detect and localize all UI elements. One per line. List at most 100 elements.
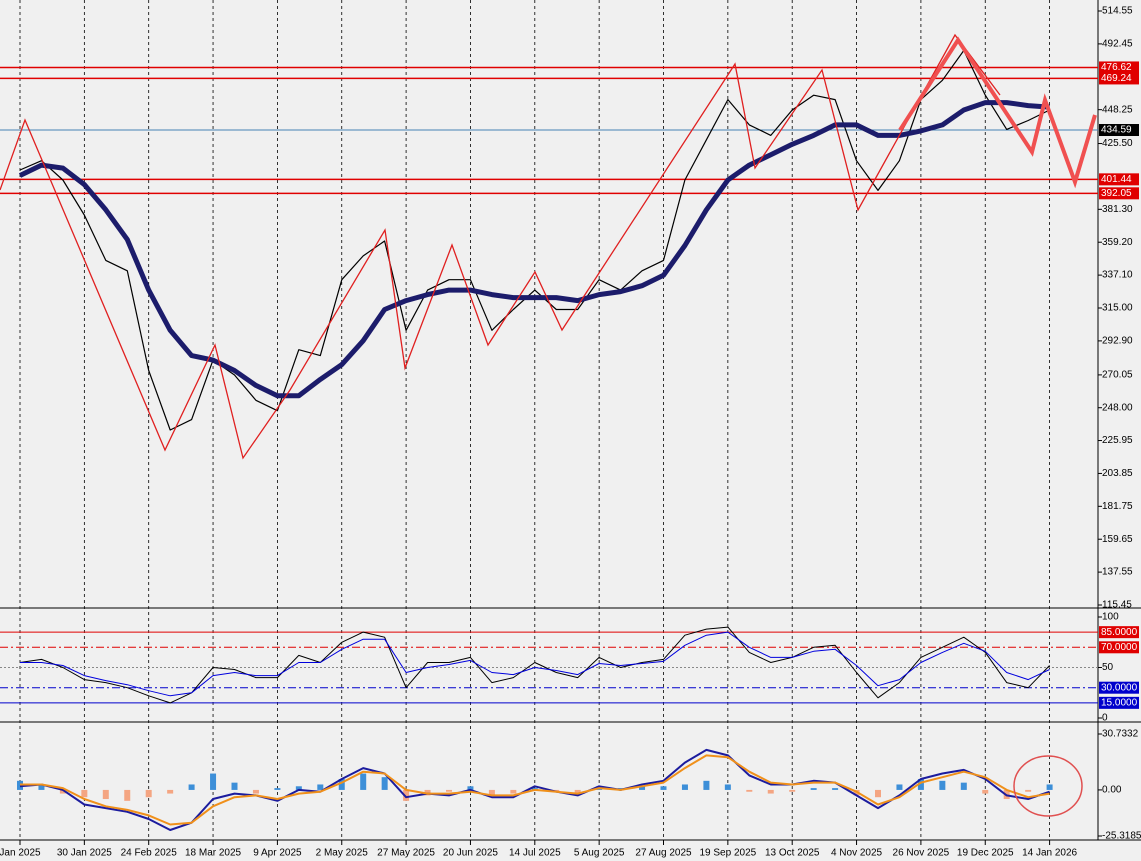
histogram-bar [639, 786, 646, 790]
level-label-box [1099, 72, 1139, 85]
x-tick-label: 13 Oct 2025 [765, 848, 820, 859]
arrow-path [898, 36, 1097, 189]
level-label-box [1099, 173, 1139, 186]
x-tick-label: Jan 2025 [0, 848, 41, 859]
y-tick-label: 359.20 [1102, 237, 1133, 248]
histogram-bar [145, 789, 152, 798]
histogram-bar [724, 784, 731, 790]
y-tick-label: 492.45 [1102, 39, 1133, 50]
histogram-bar [467, 786, 474, 790]
y-tick-label: 225.95 [1102, 435, 1133, 446]
histogram-bar [81, 789, 88, 798]
histogram-bar [982, 789, 989, 794]
y-tick-label: 514.55 [1102, 6, 1133, 17]
y-tick-label: 0 [1102, 713, 1108, 724]
y-tick-label: 270.05 [1102, 370, 1133, 381]
histogram-bar [274, 788, 281, 790]
level-label: 401.44 [1101, 174, 1132, 185]
level-label-box [1099, 641, 1139, 654]
y-tick-label: 203.85 [1102, 468, 1133, 479]
histogram-bar [810, 788, 817, 790]
x-tick-label: 30 Jan 2025 [57, 848, 112, 859]
highlight-circle [1013, 755, 1083, 817]
level-label-box [1099, 124, 1139, 137]
histogram-bar [338, 779, 345, 790]
y-tick-label: 50 [1102, 662, 1114, 673]
x-tick-label: 19 Dec 2025 [957, 848, 1014, 859]
histogram-bar [446, 789, 452, 792]
level-label-box [1099, 187, 1139, 200]
y-tick-label: 248.00 [1102, 402, 1133, 413]
histogram-bar [295, 786, 302, 790]
x-tick-label: 26 Nov 2025 [893, 848, 950, 859]
histogram-bar [896, 784, 903, 790]
y-tick-label: 381.30 [1102, 204, 1133, 215]
y-tick-label: 315.00 [1102, 303, 1133, 314]
histogram-bar [124, 789, 131, 801]
histogram-bar [681, 784, 688, 790]
x-tick-label: 5 Aug 2025 [574, 848, 625, 859]
level-label: 392.05 [1101, 188, 1132, 199]
level-label: 85.0000 [1101, 627, 1138, 638]
histogram-bar [703, 780, 710, 790]
histogram-bar [767, 789, 774, 794]
x-tick-label: 9 Apr 2025 [253, 848, 302, 859]
x-tick-label: 14 Jul 2025 [509, 848, 561, 859]
annotations [0, 33, 1097, 817]
histogram-bar [789, 789, 796, 792]
level-label-box [1099, 61, 1139, 74]
series-line [20, 754, 1050, 826]
histogram-bar [939, 780, 946, 790]
level-label: 434.59 [1101, 125, 1132, 136]
y-tick-label: 337.10 [1102, 270, 1133, 281]
y-tick-label: 159.65 [1102, 534, 1133, 545]
histogram-bar [960, 782, 967, 790]
y-tick-label: 137.55 [1102, 567, 1133, 578]
y-tick-label: 115.45 [1102, 600, 1132, 611]
histogram-bar [1025, 789, 1032, 792]
level-label: 15.0000 [1101, 697, 1138, 708]
histogram-bar [574, 789, 581, 794]
histogram-bar [746, 789, 753, 792]
histogram-bar [188, 784, 195, 790]
y-tick-label: -25.3185 [1102, 831, 1141, 842]
histogram-bar [59, 789, 66, 794]
level-label-box [1099, 681, 1139, 694]
y-tick-label: 425.50 [1102, 138, 1133, 149]
y-tick-label: 0.00 [1102, 785, 1122, 796]
histogram-bar [360, 773, 367, 790]
x-tick-label: 20 Jun 2025 [443, 848, 498, 859]
level-label: 70.0000 [1101, 642, 1138, 653]
histogram-bar [917, 779, 924, 790]
histogram-bar [832, 788, 839, 790]
level-label-box [1099, 626, 1139, 639]
histogram-bar [252, 789, 259, 794]
histogram-bar [875, 789, 881, 798]
x-tick-label: 19 Sep 2025 [699, 848, 756, 859]
histogram-bar [210, 773, 217, 790]
x-tick-label: 2 May 2025 [316, 848, 369, 859]
histogram-bar [381, 777, 388, 790]
histogram-bar [510, 789, 517, 794]
zigzag [0, 33, 1001, 460]
y-tick-label: 181.75 [1102, 501, 1133, 512]
histogram-bar [102, 789, 109, 800]
series-line [20, 631, 1050, 697]
level-label: 476.62 [1101, 62, 1132, 73]
histogram-bar [317, 784, 324, 790]
y-tick-label: 100 [1102, 612, 1119, 623]
histogram-bar [167, 789, 174, 794]
histogram-bar [488, 789, 495, 796]
x-tick-label: 27 Aug 2025 [635, 848, 692, 859]
x-tick-label: 18 Mar 2025 [185, 848, 242, 859]
x-tick-label: 24 Feb 2025 [121, 848, 178, 859]
y-tick-label: 292.90 [1102, 336, 1133, 347]
x-tick-label: 27 May 2025 [377, 848, 435, 859]
histogram-bar [231, 782, 238, 790]
series-line [19, 49, 1050, 431]
histogram-bar [38, 784, 45, 790]
y-tick-label: 30.7332 [1102, 729, 1139, 740]
level-label-box [1099, 696, 1139, 709]
series-line [18, 100, 1050, 399]
